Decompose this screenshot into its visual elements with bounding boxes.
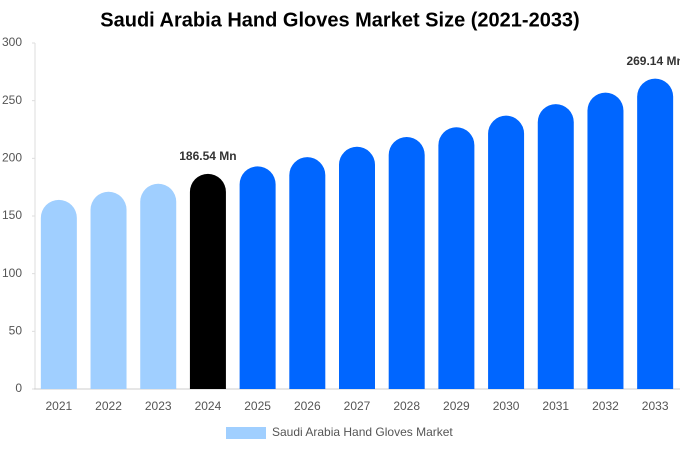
bar	[239, 166, 276, 389]
bar	[388, 136, 425, 389]
y-tick-label: 250	[2, 93, 22, 107]
x-tick-label: 2028	[393, 399, 420, 413]
y-tick-label: 50	[9, 324, 23, 338]
x-tick-label: 2032	[592, 399, 619, 413]
bar	[488, 115, 525, 389]
x-tick-label: 2025	[244, 399, 271, 413]
bar	[289, 157, 326, 389]
bar	[537, 104, 574, 390]
legend-swatch	[226, 427, 266, 439]
x-tick-label: 2023	[145, 399, 172, 413]
bar	[587, 92, 624, 390]
legend-label: Saudi Arabia Hand Gloves Market	[272, 425, 453, 439]
x-tick-label: 2021	[45, 399, 72, 413]
bar	[40, 199, 77, 389]
bar	[189, 173, 226, 389]
y-tick-label: 200	[2, 151, 22, 165]
value-label: 269.14 Mn	[626, 54, 680, 68]
x-tick-label: 2027	[344, 399, 371, 413]
bar	[438, 127, 475, 390]
x-tick-label: 2030	[493, 399, 520, 413]
x-tick-label: 2031	[542, 399, 569, 413]
bar	[339, 146, 375, 389]
x-tick-label: 2022	[95, 399, 122, 413]
x-tick-label: 2026	[294, 399, 321, 413]
bar	[140, 183, 177, 389]
x-tick-label: 2024	[195, 399, 222, 413]
bar	[90, 191, 127, 389]
y-tick-label: 100	[2, 266, 22, 280]
x-tick-label: 2029	[443, 399, 470, 413]
chart-title: Saudi Arabia Hand Gloves Market Size (20…	[100, 9, 579, 31]
x-tick-label: 2033	[642, 399, 669, 413]
y-tick-label: 300	[2, 35, 22, 49]
bar	[637, 78, 674, 390]
y-tick-label: 0	[15, 381, 22, 395]
y-tick-label: 150	[2, 208, 22, 222]
value-label: 186.54 Mn	[179, 149, 236, 163]
